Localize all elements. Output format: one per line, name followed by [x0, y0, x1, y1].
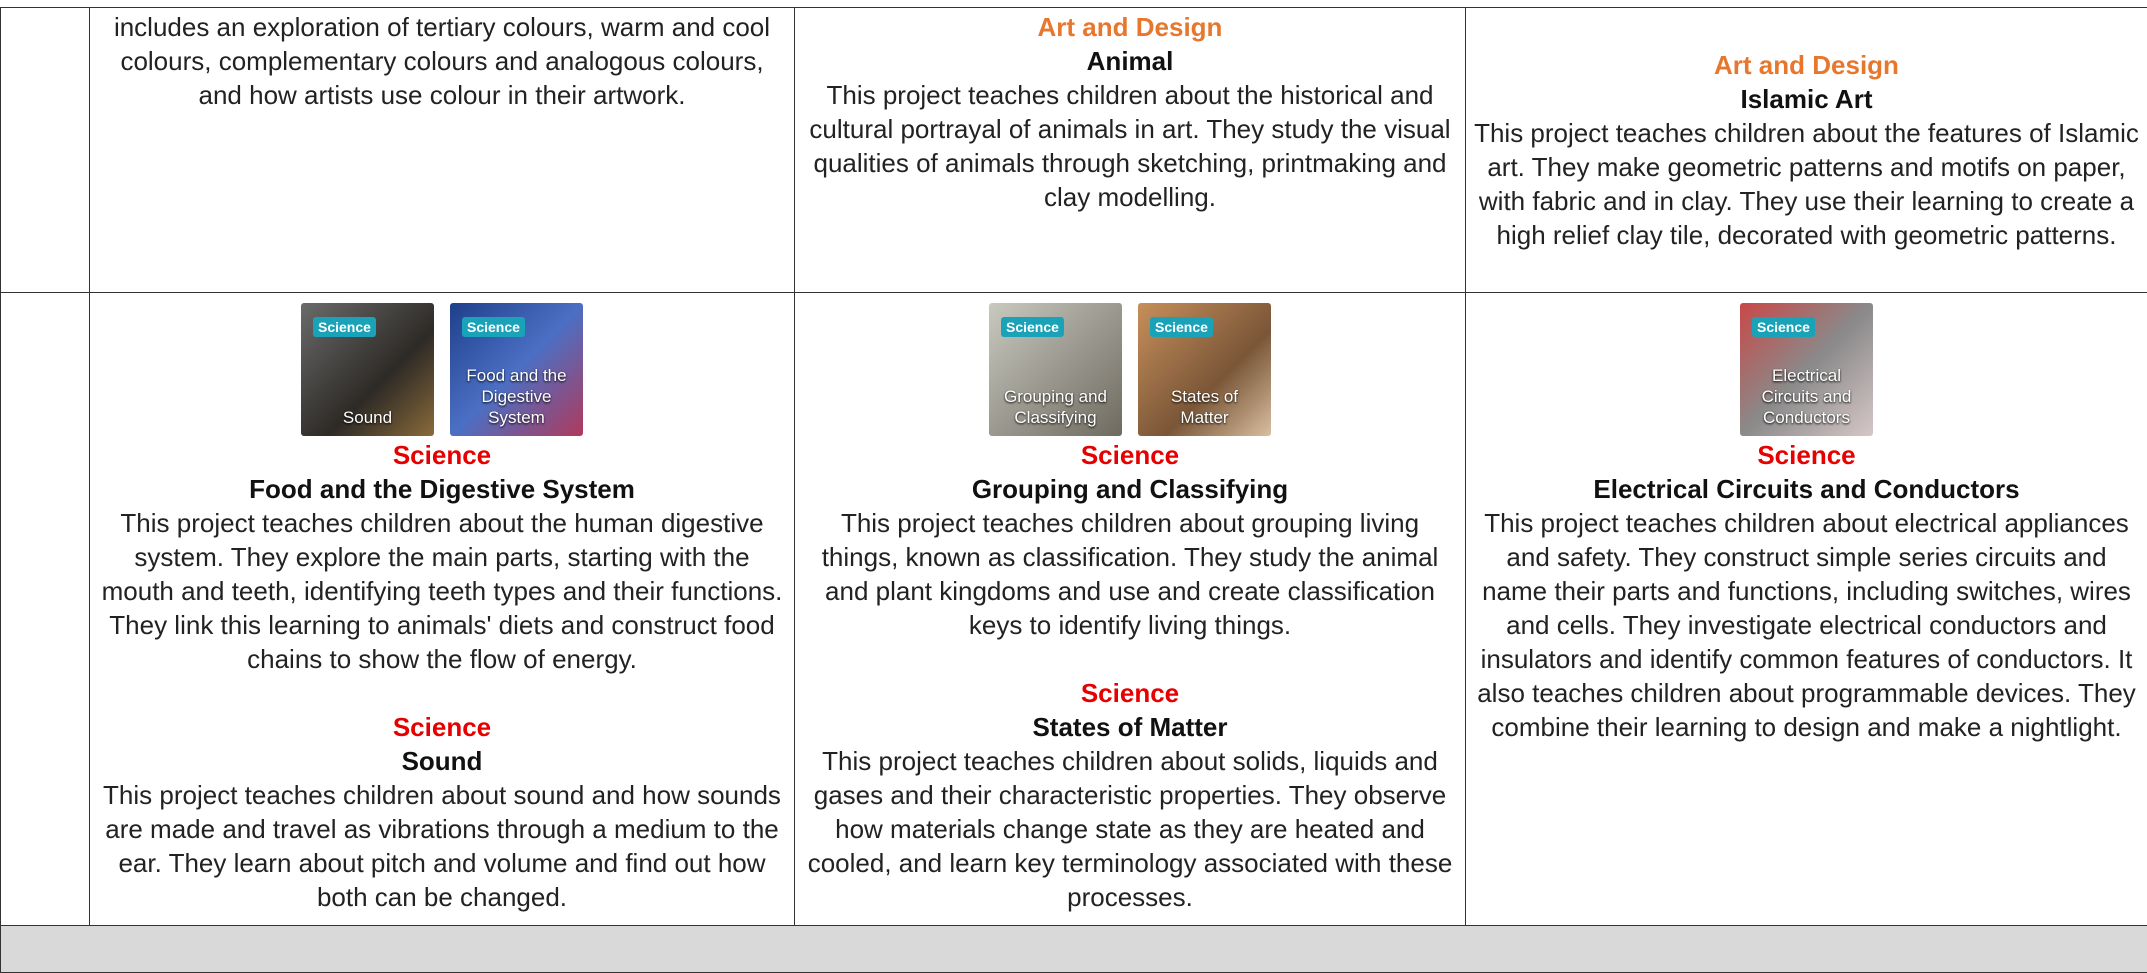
table-cell: Science Electrical Circuits and Conductor…	[1465, 292, 2147, 926]
thumbnail-label: States of Matter	[1170, 387, 1239, 427]
table-cell: includes an exploration of tertiary colo…	[89, 7, 795, 293]
table-cell: Art and Design Islamic Art This project te…	[1465, 7, 2147, 293]
project-title: Electrical Circuits and Conductors	[1593, 474, 2020, 504]
table-cell: Science Sound Science Food and the Digestiv…	[89, 292, 795, 926]
subject: Science	[1080, 678, 1180, 708]
project-title: States of Matter	[1032, 712, 1228, 742]
project-title: Sound	[401, 746, 483, 776]
side-cell	[0, 7, 90, 293]
project-description: This project teaches children about the …	[1474, 118, 2139, 250]
thumbnail-tag: Science	[1752, 317, 1815, 337]
topic-table: includes an exploration of tertiary colo…	[0, 7, 2147, 973]
project-thumbnail[interactable]: Science Sound	[301, 303, 434, 436]
project-title: Animal	[1086, 46, 1174, 76]
subject: Art and Design	[1037, 12, 1223, 42]
thumbnails: Science Grouping and Classifying Science St…	[803, 303, 1457, 436]
table-row: Science Sound Science Food and the Digestiv…	[0, 292, 2147, 926]
project-section: Science Grouping and Classifying This proj…	[803, 438, 1457, 642]
subject: Science	[392, 440, 492, 470]
thumbnails: Science Electrical Circuits and Conductor…	[1474, 303, 2139, 436]
project-section: Art and Design Islamic Art This project te…	[1474, 48, 2139, 252]
project-section: Art and Design Animal This project teaches…	[803, 10, 1457, 214]
project-description: This project teaches children about soun…	[103, 780, 781, 912]
project-title: Islamic Art	[1740, 84, 1873, 114]
project-description: This project teaches children about the …	[809, 80, 1451, 212]
project-section: includes an exploration of tertiary colo…	[98, 10, 786, 112]
thumbnails: Science Sound Science Food and the Digestiv…	[98, 303, 786, 436]
thumbnail-tag: Science	[313, 317, 376, 337]
thumbnail-tag: Science	[462, 317, 525, 337]
project-description: This project teaches children about the …	[101, 508, 783, 674]
subject: Art and Design	[1714, 50, 1899, 80]
thumbnail-label: Food and the Digestive System	[466, 366, 567, 427]
project-description: This project teaches children about soli…	[807, 746, 1453, 912]
table-cell: Science Grouping and Classifying Science St…	[794, 292, 1466, 926]
project-thumbnail[interactable]: Science Electrical Circuits and Conductor…	[1740, 303, 1873, 436]
side-cell	[0, 292, 90, 926]
project-description: This project teaches children about grou…	[821, 508, 1439, 640]
table-row: includes an exploration of tertiary colo…	[0, 7, 2147, 293]
subject: Science	[1080, 440, 1180, 470]
table-body: includes an exploration of tertiary colo…	[0, 7, 2147, 973]
thumbnail-label: Electrical Circuits and Conductors	[1761, 366, 1852, 427]
project-thumbnail[interactable]: Science States of Matter	[1138, 303, 1271, 436]
thumbnail-label: Grouping and Classifying	[1003, 387, 1108, 427]
project-title: Food and the Digestive System	[249, 474, 635, 504]
thumbnail-tag: Science	[1001, 317, 1064, 337]
project-title: Grouping and Classifying	[971, 474, 1289, 504]
project-thumbnail[interactable]: Science Food and the Digestive System	[450, 303, 583, 436]
project-section: Science Food and the Digestive System This…	[98, 438, 786, 676]
footer-cell	[0, 925, 2147, 973]
thumbnail-label: Sound	[342, 408, 393, 427]
subject: Science	[392, 712, 492, 742]
table-cell: Art and Design Animal This project teaches…	[794, 7, 1466, 293]
subject: Science	[1757, 440, 1856, 470]
footer-row	[0, 925, 2147, 973]
project-thumbnail[interactable]: Science Grouping and Classifying	[989, 303, 1122, 436]
project-section: Science Electrical Circuits and Conductor…	[1474, 438, 2139, 744]
project-section: Science Sound This project teaches childre…	[98, 710, 786, 914]
project-description: includes an exploration of tertiary colo…	[113, 12, 771, 110]
project-section: Science States of Matter This project teac…	[803, 676, 1457, 914]
thumbnail-tag: Science	[1150, 317, 1213, 337]
project-description: This project teaches children about elec…	[1477, 508, 2136, 742]
